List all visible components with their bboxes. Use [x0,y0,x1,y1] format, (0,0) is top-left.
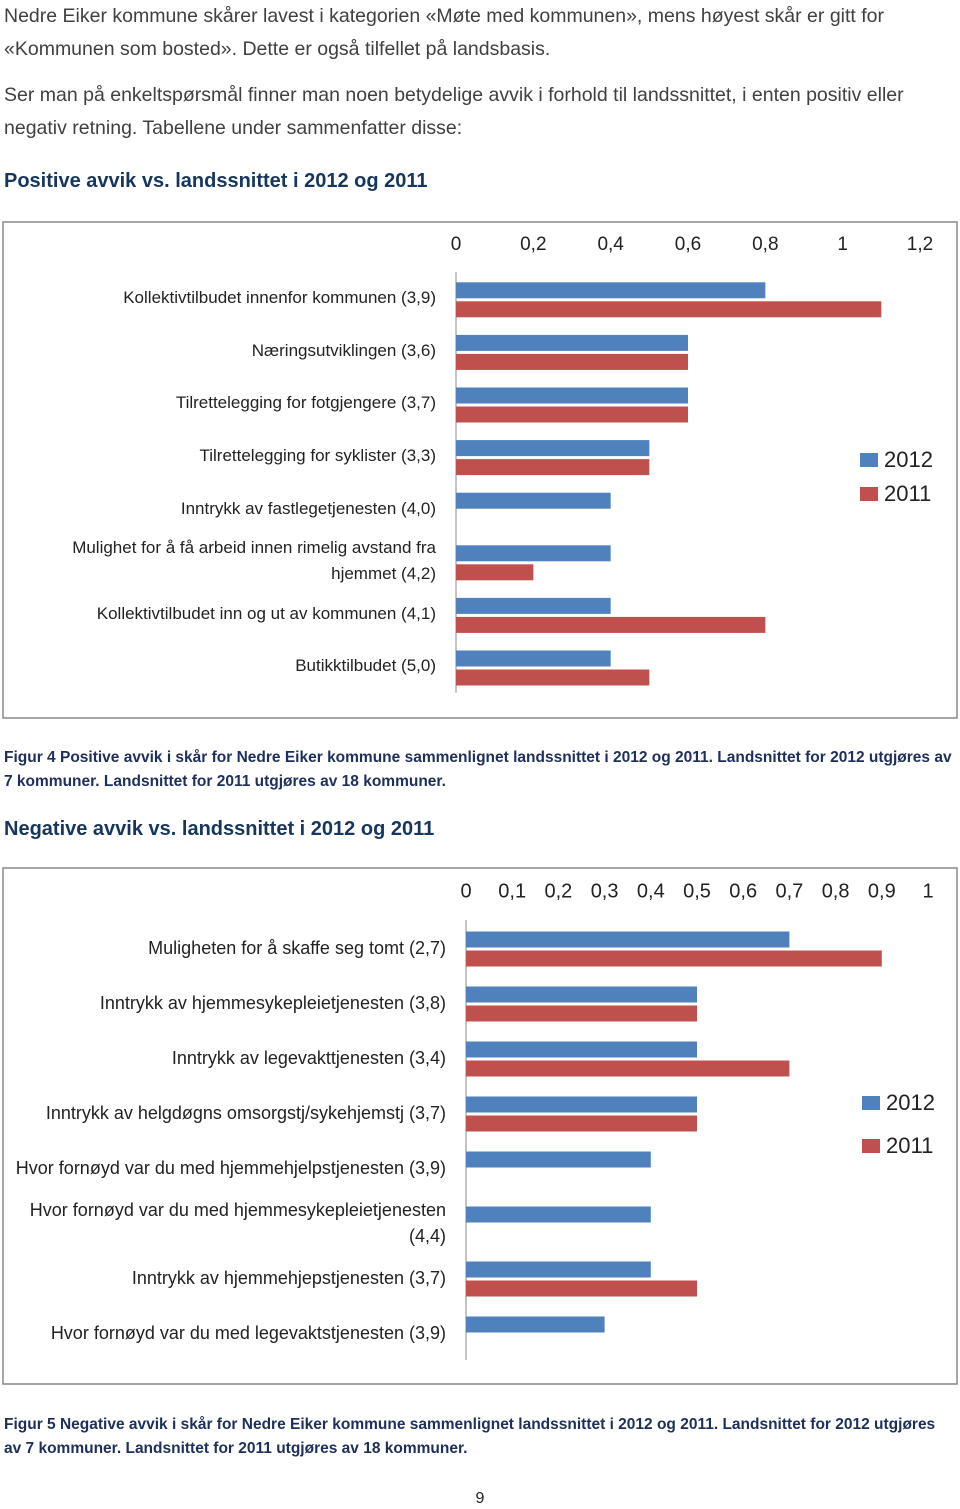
x-tick-label: 0,6 [729,880,757,902]
x-tick-label: 1 [922,880,933,902]
y-tick-label: Inntrykk av helgdøgns omsorgstj/sykehjem… [45,1102,446,1123]
bar [456,440,650,457]
x-tick-label: 0,1 [498,880,526,902]
bar [456,564,534,581]
bar [466,1096,697,1113]
chart-frame [2,867,958,1385]
bar [456,301,882,318]
y-tick-label: Inntrykk av legevakttjenesten (3,4) [171,1047,446,1068]
legend-label: 2011 [884,481,931,506]
x-tick-label: 1,2 [907,234,933,255]
heading: Positive avvik vs. landssnittet i 2012 o… [4,170,428,192]
chart-frame [2,221,958,719]
bar [456,459,650,476]
bar [466,1261,651,1278]
heading: Negative avvik vs. landssnittet i 2012 o… [4,818,435,840]
x-tick-label: 0,8 [822,880,850,902]
bar [456,492,611,509]
y-tick-label: Mulighet for å få arbeid innen rimelig a… [72,538,436,584]
page-number: 9 [475,1490,485,1507]
x-tick-label: 0,7 [775,880,803,902]
y-tick-label: Hvor fornøyd var du med legevaktstjenest… [50,1322,446,1343]
bar [456,545,611,562]
x-tick-label: 0,8 [752,234,778,255]
bar [456,616,766,633]
bar [466,950,882,967]
bar [456,406,688,423]
figure-caption: Figur 5 Negative avvik i skår for Nedre … [4,1416,936,1457]
y-tick-label: Næringsutviklingen (3,6) [251,340,436,360]
bar [456,282,766,299]
figure-caption: Figur 4 Positive avvik i skår for Nedre … [4,749,952,790]
bar [466,1280,697,1297]
legend-swatch [860,487,878,501]
x-tick-label: 0,9 [868,880,896,902]
y-tick-label: Muligheten for å skaffe seg tomt (2,7) [148,937,446,958]
y-tick-label: Hvor fornøyd var du med hjemmehjelpstjen… [15,1157,446,1178]
bar [466,931,790,948]
y-tick-label: Hvor fornøyd var du med hjemmesykepleiet… [29,1199,446,1246]
legend-swatch [862,1096,880,1110]
bar [466,986,697,1003]
bar [466,1005,697,1022]
x-tick-label: 0,3 [591,880,619,902]
legend-label: 2012 [884,447,933,472]
legend-swatch [862,1139,880,1153]
legend-label: 2011 [886,1133,933,1158]
bar [466,1316,605,1333]
x-tick-label: 0,4 [637,880,665,902]
y-tick-label: Tilrettelegging for fotgjengere (3,7) [175,393,436,413]
y-tick-label: Inntrykk av hjemmehjepstjenesten (3,7) [131,1267,446,1288]
y-tick-label: Kollektivtilbudet inn og ut av kommunen … [96,603,436,623]
legend-swatch [860,453,878,467]
legend-label: 2012 [886,1090,935,1115]
bar [466,1060,790,1077]
x-tick-label: 0,5 [683,880,711,902]
bar [456,669,650,686]
x-tick-label: 0,2 [544,880,572,902]
y-tick-label: Inntrykk av fastlegetjenesten (4,0) [180,498,436,518]
y-tick-label: Kollektivtilbudet innenfor kommunen (3,9… [123,288,436,308]
y-tick-label: Tilrettelegging for syklister (3,3) [199,446,436,466]
x-tick-label: 0 [460,880,471,902]
bar [466,1151,651,1168]
x-tick-label: 0,2 [520,234,546,255]
y-tick-label: Inntrykk av hjemmesykepleietjenesten (3,… [99,992,446,1013]
bar [456,353,688,370]
y-tick-label: Butikktilbudet (5,0) [295,656,436,676]
bar [466,1206,651,1223]
bar [456,650,611,667]
paragraph: Ser man på enkeltspørsmål finner man noe… [4,84,904,139]
x-tick-label: 0,4 [597,234,624,255]
x-tick-label: 0,6 [675,234,701,255]
bar [456,597,611,614]
bar [466,1115,697,1132]
x-tick-label: 1 [837,234,848,255]
bar [466,1041,697,1058]
bar [456,387,688,404]
paragraph: Nedre Eiker kommune skårer lavest i kate… [4,5,885,60]
x-tick-label: 0 [451,234,462,255]
bar [456,334,688,351]
